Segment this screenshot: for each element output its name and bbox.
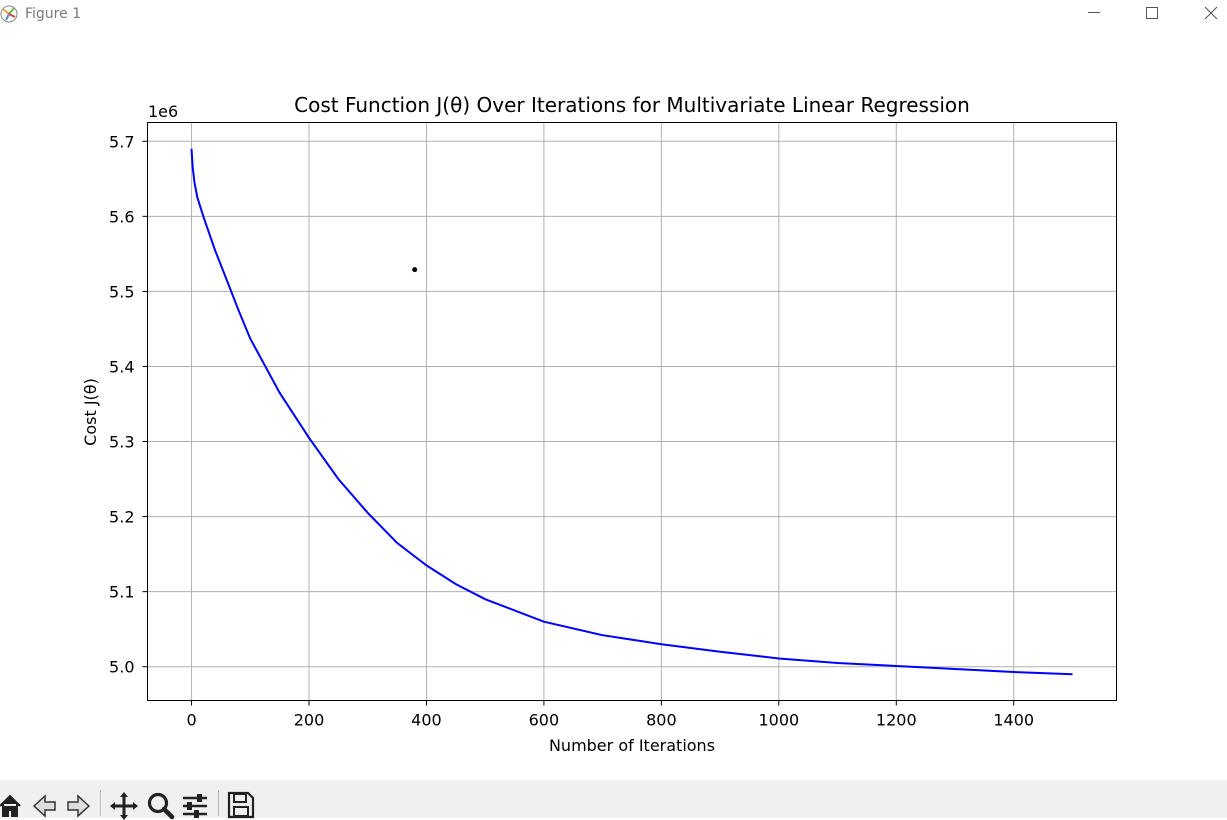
y-tick-label: 5.1 [109,583,134,602]
pan-button[interactable] [109,790,139,820]
toolbar-separator [100,790,101,816]
chart: Cost Function J(θ) Over Iterations for M… [81,93,1117,755]
y-tick-label: 5.6 [109,207,134,226]
y-tick-label: 5.2 [109,508,134,527]
y-tick-label: 5.7 [109,132,134,151]
toolbar-separator [218,790,219,816]
y-offset-label: 1e6 [148,102,178,121]
y-axis-label: Cost J(θ) [81,378,100,446]
save-icon [227,791,255,819]
y-tick-label: 5.3 [109,433,134,452]
minimize-button[interactable] [1071,0,1117,26]
back-button[interactable] [31,790,61,820]
x-tick-label: 800 [646,711,677,730]
axis-ticks: 0 200 400 600 800 1000 1200 1400 5.0 5.1 5.2 5.3 5.4… [109,132,1034,729]
configure-subplots-button[interactable] [180,790,210,820]
y-tick-label: 5.5 [109,282,134,301]
x-tick-label: 1400 [993,711,1034,730]
close-icon [1204,6,1218,20]
navigation-toolbar [0,780,1227,820]
pan-icon [110,792,138,820]
close-button[interactable] [1188,0,1227,26]
window-titlebar: Figure 1 [0,0,1227,28]
window-title: Figure 1 [25,6,82,22]
matplotlib-app-icon [0,3,22,25]
forward-button[interactable] [64,790,94,820]
x-tick-label: 600 [529,711,560,730]
x-axis-label: Number of Iterations [549,736,715,755]
grid [147,122,1117,701]
forward-icon [67,794,91,818]
y-tick-label: 5.0 [109,658,134,677]
chart-title: Cost Function J(θ) Over Iterations for M… [294,93,970,117]
x-tick-label: 1200 [876,711,917,730]
maximize-icon [1146,7,1158,19]
stray-point [412,267,418,273]
x-tick-label: 200 [294,711,325,730]
plot-frame [147,122,1117,701]
y-tick-label: 5.4 [109,357,134,376]
zoom-icon [147,792,175,820]
maximize-button[interactable] [1129,0,1175,26]
x-tick-label: 400 [411,711,442,730]
figure-canvas[interactable]: Cost Function J(θ) Over Iterations for M… [0,28,1227,780]
zoom-button[interactable] [145,790,175,820]
home-icon [0,794,21,817]
x-tick-label: 0 [186,711,196,730]
home-button[interactable] [0,790,27,820]
save-button[interactable] [226,790,256,820]
x-tick-label: 1000 [758,711,799,730]
minimize-icon [1088,12,1100,13]
back-icon [32,794,56,818]
configure-subplots-icon [183,794,207,818]
series-line [190,148,1073,676]
